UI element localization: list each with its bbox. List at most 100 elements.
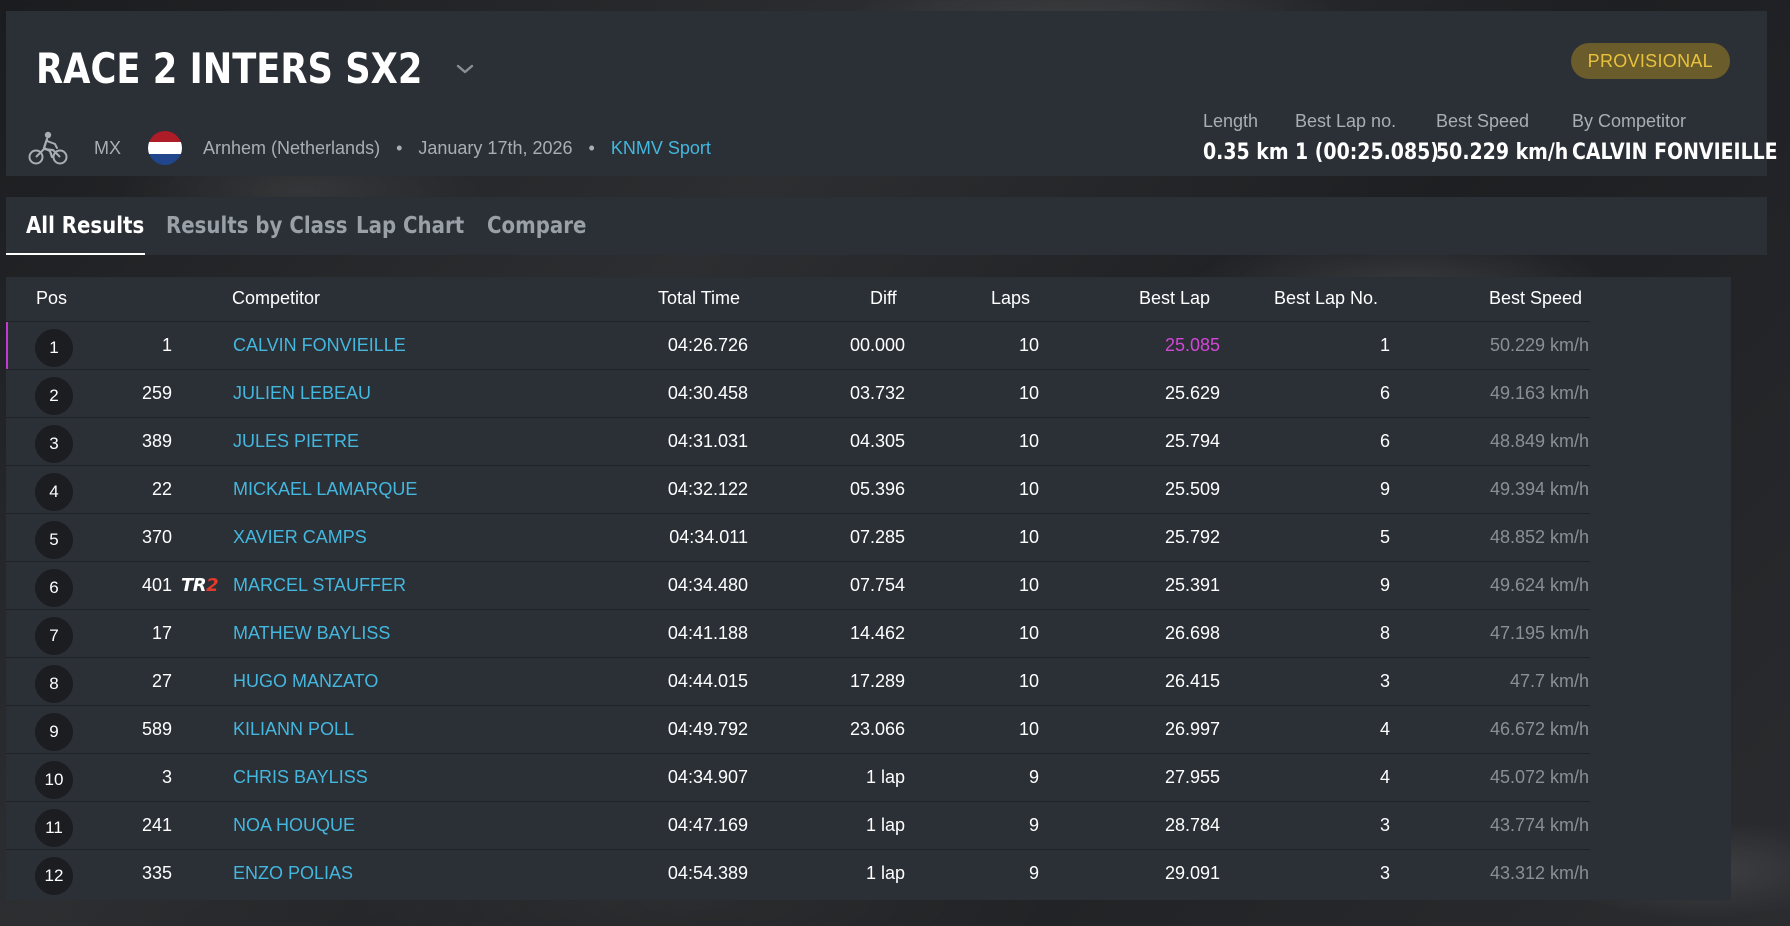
stat-value: CALVIN FONVIEILLE	[1572, 140, 1778, 165]
best-speed: 49.624 km/h	[1489, 575, 1589, 595]
stat-label: Length	[1203, 111, 1259, 131]
best-lap-number: 1	[1379, 335, 1390, 355]
best-lap-number: 8	[1379, 623, 1390, 643]
table-row[interactable]: 6 401 TR2 MARCEL STAUFFER 04:34.480 07.754 10 2…	[6, 561, 1590, 610]
laps-count: 10	[1018, 575, 1039, 595]
time-diff: 00.000	[849, 335, 905, 355]
stat-label: Best Lap no.	[1295, 111, 1397, 131]
total-time: 04:49.792	[667, 719, 748, 739]
competitor-name-link[interactable]: JULES PIETRE	[233, 431, 360, 451]
table-row[interactable]: 10 3 CHRIS BAYLISS 04:34.907 1 lap 9 27.955 4 45…	[6, 753, 1590, 802]
tab-compare[interactable]: Compare	[487, 213, 587, 239]
table-row[interactable]: 7 17 MATHEW BAYLISS 04:41.188 14.462 10 26.698…	[6, 609, 1590, 658]
total-time: 04:41.188	[667, 623, 748, 643]
total-time: 04:32.122	[667, 479, 748, 499]
team-logo-text: TR	[181, 575, 207, 596]
column-header-laps[interactable]: Laps	[991, 288, 1031, 308]
competitor-name-link[interactable]: KILIANN POLL	[233, 719, 355, 739]
tab-all-results[interactable]: All Results	[26, 213, 145, 239]
best-speed: 45.072 km/h	[1489, 767, 1589, 787]
flag-stripe-white	[148, 142, 182, 154]
laps-count: 10	[1018, 335, 1039, 355]
table-row[interactable]: 12 335 ENZO POLIAS 04:54.389 1 lap 9 29.091 3 43…	[6, 849, 1590, 898]
competitor-name-link[interactable]: HUGO MANZATO	[233, 671, 379, 691]
stat-label: Best Speed	[1436, 111, 1530, 131]
competitor-name-link[interactable]: MATHEW BAYLISS	[233, 623, 391, 643]
best-speed: 48.852 km/h	[1489, 527, 1589, 547]
competitor-number: 3	[161, 767, 172, 787]
total-time: 04:26.726	[667, 335, 748, 355]
best-lap: 28.784	[1164, 815, 1220, 835]
competitor-number: 389	[141, 431, 172, 451]
competitor-name-link[interactable]: ENZO POLIAS	[233, 863, 354, 883]
position-badge: 3	[35, 425, 73, 463]
total-time: 04:34.480	[667, 575, 748, 595]
laps-count: 9	[1028, 863, 1039, 883]
total-time: 04:54.389	[667, 863, 748, 883]
position-badge: 2	[35, 377, 73, 415]
time-diff: 1 lap	[865, 767, 905, 787]
total-time: 04:44.015	[667, 671, 748, 691]
tab-lap-chart[interactable]: Lap Chart	[356, 213, 465, 239]
table-row[interactable]: 9 589 KILIANN POLL 04:49.792 23.066 10 26.997 4…	[6, 705, 1590, 754]
position-badge: 1	[35, 329, 73, 367]
competitor-name-link[interactable]: JULIEN LEBEAU	[233, 383, 372, 403]
tab-results-by-class[interactable]: Results by Class	[166, 213, 348, 239]
column-header-diff[interactable]: Diff	[870, 288, 897, 308]
column-header-total-time[interactable]: Total Time	[658, 288, 741, 308]
table-row[interactable]: 5 370 XAVIER CAMPS 04:34.011 07.285 10 25.792 5…	[6, 513, 1590, 562]
laps-count: 9	[1028, 767, 1039, 787]
chevron-down-icon[interactable]	[454, 58, 476, 80]
table-row[interactable]: 2 259 JULIEN LEBEAU 04:30.458 03.732 10 25.629…	[6, 369, 1590, 418]
best-speed: 50.229 km/h	[1489, 335, 1589, 355]
column-header-pos[interactable]: Pos	[36, 288, 68, 308]
best-lap: 25.629	[1164, 383, 1220, 403]
separator-dot: •	[396, 137, 403, 158]
laps-count: 9	[1028, 815, 1039, 835]
stat-by-competitor: By Competitor CALVIN FONVIEILLE	[1572, 111, 1790, 165]
organizer-link[interactable]: KNMV Sport	[610, 137, 711, 158]
column-header-best-lap-no[interactable]: Best Lap No.	[1274, 288, 1379, 308]
competitor-name-link[interactable]: CHRIS BAYLISS	[233, 767, 368, 787]
page-title: RACE 2 INTERS SX2	[36, 44, 423, 93]
motocross-bike-icon	[28, 130, 68, 166]
team-logo-number: 2	[206, 575, 219, 596]
competitor-number: 17	[151, 623, 172, 643]
results-table: Pos Competitor Total Time Diff Laps Best…	[6, 277, 1731, 900]
column-header-competitor[interactable]: Competitor	[232, 288, 321, 308]
status-badge: PROVISIONAL	[1570, 43, 1730, 79]
best-lap: 26.415	[1164, 671, 1220, 691]
position-badge: 12	[35, 857, 73, 895]
table-row[interactable]: 4 22 MICKAEL LAMARQUE 04:32.122 05.396 10 25.5…	[6, 465, 1590, 514]
best-speed: 48.849 km/h	[1489, 431, 1589, 451]
competitor-name-link[interactable]: MICKAEL LAMARQUE	[233, 479, 418, 499]
best-lap: 25.794	[1164, 431, 1220, 451]
competitor-name-link[interactable]: MARCEL STAUFFER	[233, 575, 407, 595]
total-time: 04:34.907	[667, 767, 748, 787]
table-row[interactable]: 1 1 CALVIN FONVIEILLE 04:26.726 00.000 10 25.0…	[6, 321, 1590, 370]
best-speed: 46.672 km/h	[1489, 719, 1589, 739]
time-diff: 07.285	[849, 527, 905, 547]
best-speed: 49.394 km/h	[1489, 479, 1589, 499]
column-header-best-speed[interactable]: Best Speed	[1489, 288, 1583, 308]
time-diff: 1 lap	[865, 863, 905, 883]
position-badge: 8	[35, 665, 73, 703]
table-row[interactable]: 8 27 HUGO MANZATO 04:44.015 17.289 10 26.415 3 4…	[6, 657, 1590, 706]
competitor-number: 589	[141, 719, 172, 739]
time-diff: 23.066	[849, 719, 905, 739]
best-lap: 25.509	[1164, 479, 1220, 499]
stat-value: 50.229 km/h	[1436, 140, 1569, 165]
competitor-number: 335	[141, 863, 172, 883]
competitor-name-link[interactable]: XAVIER CAMPS	[233, 527, 367, 547]
column-header-best-lap[interactable]: Best Lap	[1139, 288, 1211, 308]
competitor-name-link[interactable]: NOA HOUQUE	[233, 815, 356, 835]
discipline-label: MX	[94, 137, 121, 158]
laps-count: 10	[1018, 671, 1039, 691]
position-badge: 9	[35, 713, 73, 751]
best-lap: 26.698	[1164, 623, 1220, 643]
results-tabs: All Results Results by Class Lap Chart C…	[6, 197, 1767, 255]
competitor-name-link[interactable]: CALVIN FONVIEILLE	[233, 335, 406, 355]
table-row[interactable]: 11 241 NOA HOUQUE 04:47.169 1 lap 9 28.784 3 43.…	[6, 801, 1590, 850]
table-row[interactable]: 3 389 JULES PIETRE 04:31.031 04.305 10 25.794 6…	[6, 417, 1590, 466]
competitor-number: 1	[161, 335, 172, 355]
